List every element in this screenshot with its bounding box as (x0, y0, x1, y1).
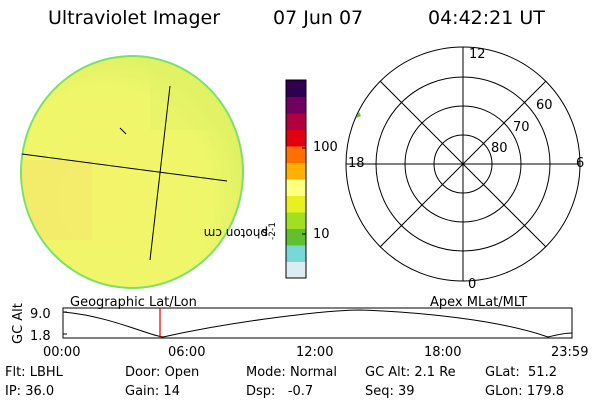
colorbar-cell (286, 245, 306, 262)
status-glat: GLat: 51.2 (485, 365, 557, 380)
lat-lon-grid (21, 85, 228, 261)
altitude-curve (62, 309, 573, 338)
polar-data-speck (356, 112, 361, 118)
mlt-label-0: 0 (468, 277, 477, 292)
status-gain: Gain: 14 (125, 384, 180, 399)
colorbar-cell (286, 195, 306, 213)
colorbar-ticks (302, 147, 306, 235)
lat-label-70: 70 (513, 120, 530, 135)
status-glon: GLon: 179.8 (485, 384, 565, 399)
orbit-ytick-max: 9.0 (30, 307, 51, 322)
colorbar-scale (286, 80, 306, 279)
colorbar-cell (286, 96, 306, 114)
orbit-ylabel: GC Alt (11, 303, 26, 344)
colorbar-cell (286, 162, 306, 180)
colorbar-cell (286, 212, 306, 229)
status-dsp: Dsp: -0.7 (246, 384, 314, 399)
grid-line-longitude (149, 85, 171, 261)
mlt-label-18: 18 (348, 156, 365, 171)
orbit-frame (62, 307, 573, 339)
colorbar-cell (286, 179, 306, 196)
colorbar-cell (286, 113, 306, 130)
colorbar-tick-100: 100 (313, 140, 338, 155)
instrument-title: Ultraviolet Imager (48, 7, 221, 29)
mlt-label-12: 12 (469, 47, 486, 62)
colorbar-tick-10: 10 (313, 227, 330, 242)
orbit-xtick-2359: 23:59 (551, 345, 589, 360)
status-mode: Mode: Normal (246, 365, 337, 380)
orbit-xtick-1200: 12:00 (296, 345, 334, 360)
polar-diagonal-2 (379, 80, 547, 248)
lat-label-80: 80 (491, 141, 508, 156)
lat-label-60: 60 (536, 98, 553, 113)
colorbar-cell (286, 228, 306, 246)
observation-time: 04:42:21 UT (428, 7, 545, 29)
orbit-ytick-min: 1.8 (30, 329, 51, 344)
orbit-xtick-0600: 06:00 (168, 345, 206, 360)
status-filter: Flt: LBHL (5, 365, 63, 380)
colorbar-frame (285, 79, 307, 279)
grid-tick (119, 127, 127, 135)
colorbar-cell (286, 80, 306, 97)
orbit-xtick-0000: 00:00 (43, 345, 81, 360)
apex-title: Apex MLat/MLT (430, 295, 528, 310)
orbit-ticks (63, 311, 67, 335)
colorbar-cell (286, 146, 306, 163)
grid-line-latitude (21, 153, 228, 182)
status-door: Door: Open (125, 365, 200, 380)
colorbar-cell (286, 261, 306, 279)
mlt-label-6: 6 (576, 156, 585, 171)
status-gc-alt: GC Alt: 2.1 Re (365, 365, 456, 380)
status-ip: IP: 36.0 (5, 384, 55, 399)
colorbar-cell (286, 129, 306, 147)
status-seq: Seq: 39 (365, 384, 415, 399)
orbit-xtick-1800: 18:00 (424, 345, 462, 360)
observation-date: 07 Jun 07 (273, 7, 364, 29)
geographic-title: Geographic Lat/Lon (70, 295, 197, 310)
